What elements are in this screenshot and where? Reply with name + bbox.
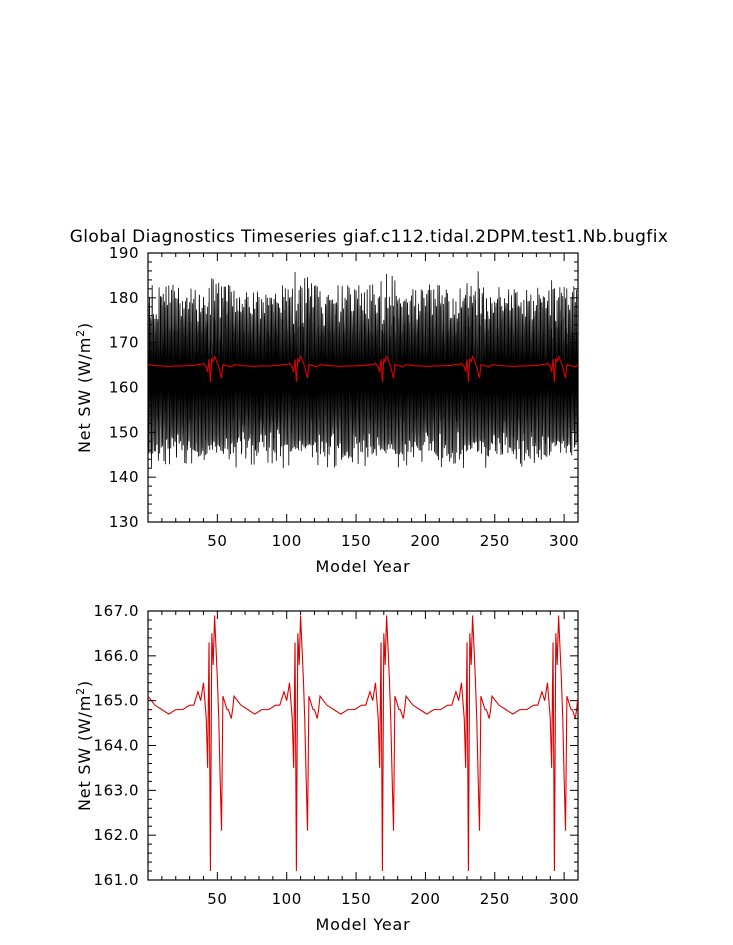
y-tick-label: 165.0 <box>94 692 139 710</box>
y-axis-title-text: Net SW (W/m <box>75 695 94 811</box>
y-axis-title-superscript: 2 <box>74 329 87 337</box>
x-tick-label: 100 <box>272 890 302 908</box>
x-axis-title: Model Year <box>316 557 411 576</box>
y-axis-title-superscript: 2 <box>74 687 87 695</box>
y-tick-label: 130 <box>109 513 139 531</box>
y-axis-title-close: ) <box>75 680 94 687</box>
y-tick-label: 164.0 <box>94 737 139 755</box>
y-tick-label: 161.0 <box>94 871 139 889</box>
y-tick-label: 190 <box>109 244 139 262</box>
series-group <box>148 615 578 872</box>
x-tick-label: 250 <box>480 532 510 550</box>
y-tick-label: 150 <box>109 423 139 441</box>
series-line-0 <box>148 271 578 469</box>
y-tick-label: 170 <box>109 334 139 352</box>
chart-title: Global Diagnostics Timeseries giaf.c112.… <box>70 227 669 247</box>
series-line-0 <box>148 615 578 872</box>
y-tick-label: 166.0 <box>94 647 139 665</box>
x-tick-label: 200 <box>410 532 440 550</box>
y-axis-title-text: Net SW (W/m <box>75 337 94 453</box>
y-axis-title: Net SW (W/m2) <box>74 680 94 811</box>
y-axis-title: Net SW (W/m2) <box>74 322 94 453</box>
x-tick-label: 300 <box>549 890 579 908</box>
x-tick-label: 250 <box>480 890 510 908</box>
y-tick-label: 167.0 <box>94 602 139 620</box>
x-tick-label: 50 <box>207 532 227 550</box>
series-line-1 <box>148 354 578 383</box>
y-tick-label: 140 <box>109 468 139 486</box>
bottom-panel: 50 100 150 200 250 300 161.0 162.0 163.0 164.0 165… <box>74 602 579 934</box>
y-tick-label: 162.0 <box>94 826 139 844</box>
x-tick-label: 150 <box>341 532 371 550</box>
x-tick-label: 100 <box>272 532 302 550</box>
x-tick-label: 150 <box>341 890 371 908</box>
y-tick-label: 180 <box>109 289 139 307</box>
y-axis-title-close: ) <box>75 322 94 329</box>
x-tick-label: 300 <box>549 532 579 550</box>
series-group <box>148 271 578 469</box>
x-tick-label: 200 <box>410 890 440 908</box>
y-tick-label: 163.0 <box>94 781 139 799</box>
y-tick-label: 160 <box>109 379 139 397</box>
x-tick-label: 50 <box>207 890 227 908</box>
x-axis-title: Model Year <box>316 915 411 934</box>
top-panel: 50 100 150 200 250 300 130 140 150 160 170 180 190 Mo… <box>74 244 579 576</box>
